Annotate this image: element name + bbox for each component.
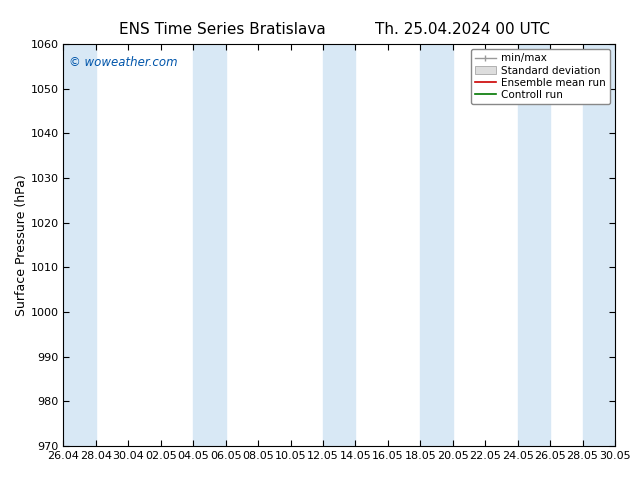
Bar: [63, 44, 96, 446]
Bar: [583, 44, 615, 446]
Bar: [420, 44, 453, 446]
Text: © woweather.com: © woweather.com: [69, 56, 178, 69]
Text: ENS Time Series Bratislava: ENS Time Series Bratislava: [119, 22, 325, 37]
Bar: [323, 44, 356, 446]
Bar: [193, 44, 226, 446]
Legend: min/max, Standard deviation, Ensemble mean run, Controll run: min/max, Standard deviation, Ensemble me…: [470, 49, 610, 104]
Y-axis label: Surface Pressure (hPa): Surface Pressure (hPa): [15, 174, 28, 316]
Bar: [517, 44, 550, 446]
Text: Th. 25.04.2024 00 UTC: Th. 25.04.2024 00 UTC: [375, 22, 550, 37]
